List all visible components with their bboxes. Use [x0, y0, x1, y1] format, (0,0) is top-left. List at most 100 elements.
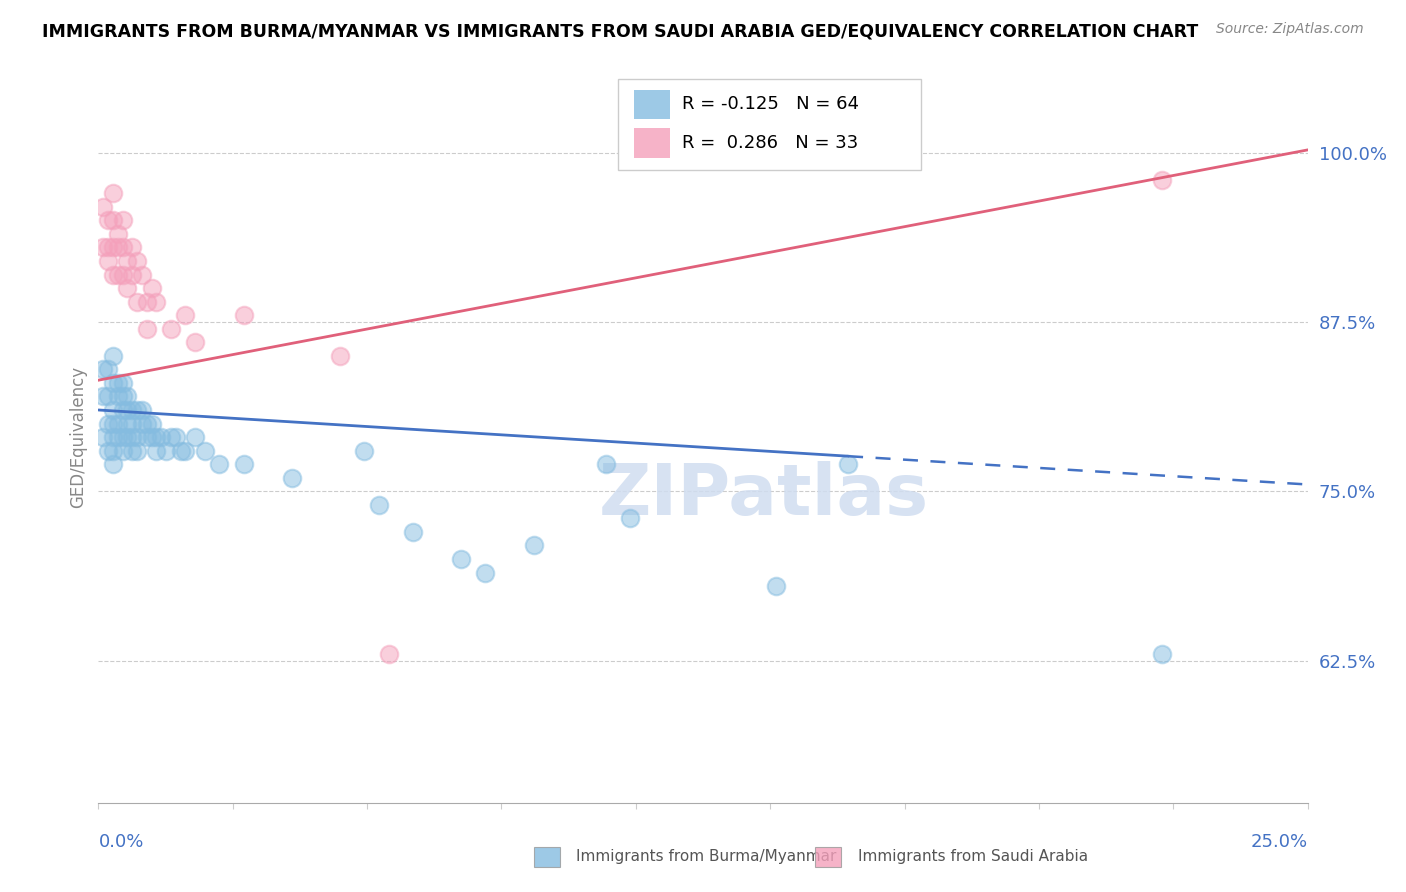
Point: [107, 227, 129, 241]
Point: [765, 579, 787, 593]
Point: [121, 268, 143, 282]
Point: [111, 443, 134, 458]
Point: [127, 294, 149, 309]
Point: [474, 566, 496, 580]
Point: [121, 430, 143, 444]
Point: [121, 403, 143, 417]
Point: [141, 417, 163, 431]
Point: [141, 430, 163, 444]
Point: [450, 552, 472, 566]
Text: IMMIGRANTS FROM BURMA/MYANMAR VS IMMIGRANTS FROM SAUDI ARABIA GED/EQUIVALENCY CO: IMMIGRANTS FROM BURMA/MYANMAR VS IMMIGRA…: [42, 22, 1198, 40]
Point: [127, 403, 149, 417]
Text: 25.0%: 25.0%: [1250, 833, 1308, 851]
Point: [208, 457, 231, 471]
Point: [91, 430, 114, 444]
Point: [91, 200, 114, 214]
Point: [101, 268, 124, 282]
Text: R =  0.286   N = 33: R = 0.286 N = 33: [682, 134, 859, 152]
Point: [619, 511, 641, 525]
Point: [131, 417, 153, 431]
Point: [101, 417, 124, 431]
Point: [121, 417, 143, 431]
Y-axis label: GED/Equivalency: GED/Equivalency: [69, 366, 87, 508]
Point: [107, 389, 129, 403]
Point: [121, 240, 143, 254]
Point: [111, 376, 134, 390]
Point: [145, 443, 167, 458]
Point: [150, 430, 173, 444]
Point: [184, 430, 207, 444]
Point: [97, 362, 120, 376]
Point: [523, 538, 546, 552]
Point: [107, 240, 129, 254]
Point: [97, 240, 120, 254]
Point: [97, 443, 120, 458]
Point: [595, 457, 617, 471]
Point: [402, 524, 425, 539]
Point: [135, 322, 157, 336]
Point: [101, 376, 124, 390]
Point: [329, 349, 352, 363]
Point: [107, 268, 129, 282]
Text: ZIPatlas: ZIPatlas: [599, 461, 928, 530]
Point: [107, 376, 129, 390]
Point: [1152, 647, 1174, 661]
Point: [111, 403, 134, 417]
Point: [160, 322, 183, 336]
Point: [111, 430, 134, 444]
Point: [101, 403, 124, 417]
Point: [837, 457, 859, 471]
Point: [107, 417, 129, 431]
Point: [101, 457, 124, 471]
Point: [101, 349, 124, 363]
Point: [127, 430, 149, 444]
Point: [107, 430, 129, 444]
Point: [169, 443, 191, 458]
Point: [131, 403, 153, 417]
Point: [111, 268, 134, 282]
Point: [135, 294, 157, 309]
Point: [91, 389, 114, 403]
Point: [111, 389, 134, 403]
Point: [91, 362, 114, 376]
Point: [121, 443, 143, 458]
Point: [1152, 172, 1174, 186]
Point: [141, 281, 163, 295]
Point: [111, 240, 134, 254]
Point: [135, 417, 157, 431]
Point: [91, 240, 114, 254]
Point: [131, 268, 153, 282]
Text: Immigrants from Saudi Arabia: Immigrants from Saudi Arabia: [858, 849, 1088, 863]
Point: [127, 254, 149, 268]
Text: Immigrants from Burma/Myanmar: Immigrants from Burma/Myanmar: [576, 849, 837, 863]
Point: [97, 417, 120, 431]
Point: [174, 443, 197, 458]
Point: [160, 430, 183, 444]
Point: [127, 443, 149, 458]
FancyBboxPatch shape: [634, 128, 671, 158]
FancyBboxPatch shape: [619, 78, 921, 170]
Point: [117, 403, 139, 417]
Point: [117, 389, 139, 403]
Point: [155, 443, 177, 458]
Point: [145, 294, 167, 309]
Point: [377, 647, 399, 661]
Point: [117, 430, 139, 444]
Point: [281, 471, 304, 485]
Point: [101, 186, 124, 201]
Point: [184, 335, 207, 350]
Point: [117, 281, 139, 295]
Point: [165, 430, 187, 444]
Point: [101, 213, 124, 227]
Point: [97, 254, 120, 268]
Point: [111, 213, 134, 227]
Point: [353, 443, 375, 458]
Text: Source: ZipAtlas.com: Source: ZipAtlas.com: [1216, 22, 1364, 37]
Point: [117, 254, 139, 268]
Point: [194, 443, 217, 458]
Point: [368, 498, 391, 512]
Text: R = -0.125   N = 64: R = -0.125 N = 64: [682, 95, 859, 113]
Point: [101, 430, 124, 444]
Point: [97, 213, 120, 227]
Text: 0.0%: 0.0%: [98, 833, 143, 851]
